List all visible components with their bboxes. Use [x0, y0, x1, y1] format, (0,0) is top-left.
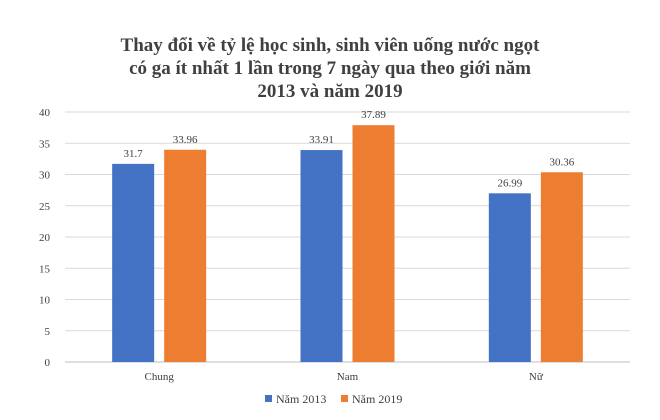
y-tick-label: 25: [39, 201, 51, 213]
bar: [112, 163, 155, 362]
legend-label: Năm 2013: [276, 392, 326, 406]
data-label: 30.36: [549, 156, 574, 168]
data-labels: 31.7 33.96 33.91 37.89 26.99 30.36: [124, 109, 575, 189]
y-tick-label: 35: [39, 138, 51, 150]
x-axis-category-labels: Chung Nam Nữ: [144, 371, 543, 383]
data-label: 33.91: [309, 134, 334, 146]
chart-title-line-2: có ga ít nhất 1 lần trong 7 ngày qua the…: [129, 58, 531, 79]
data-label: 33.96: [173, 134, 198, 146]
chart-title-line-3: 2013 và năm 2019: [257, 81, 402, 102]
legend-swatch: [341, 395, 348, 402]
bar: [352, 125, 395, 362]
bar: [488, 193, 531, 362]
y-tick-label: 10: [39, 295, 51, 307]
data-label: 26.99: [497, 177, 522, 189]
legend-label: Năm 2019: [352, 392, 402, 406]
bar: [164, 149, 207, 362]
y-axis-tick-labels: 0 5 10 15 20 25 30 35 40: [39, 107, 51, 369]
y-tick-label: 0: [45, 357, 51, 369]
y-tick-label: 5: [45, 326, 51, 338]
bar: [300, 150, 343, 362]
y-tick-label: 20: [39, 232, 51, 244]
legend: Năm 2013 Năm 2019: [265, 392, 402, 406]
chart-title-line-1: Thay đổi về tỷ lệ học sinh, sinh viên uố…: [121, 35, 541, 56]
chart-title: Thay đổi về tỷ lệ học sinh, sinh viên uố…: [121, 35, 541, 102]
gridlines: [65, 111, 630, 363]
category-label: Nam: [337, 371, 359, 383]
y-tick-label: 30: [39, 170, 51, 182]
legend-swatch: [265, 395, 272, 402]
data-label: 37.89: [361, 109, 386, 121]
bar: [540, 172, 583, 362]
y-tick-label: 40: [39, 107, 51, 119]
bars: [112, 125, 583, 362]
data-label: 31.7: [124, 148, 144, 160]
category-label: Nữ: [529, 371, 544, 383]
category-label: Chung: [144, 371, 174, 383]
y-tick-label: 15: [39, 263, 51, 275]
